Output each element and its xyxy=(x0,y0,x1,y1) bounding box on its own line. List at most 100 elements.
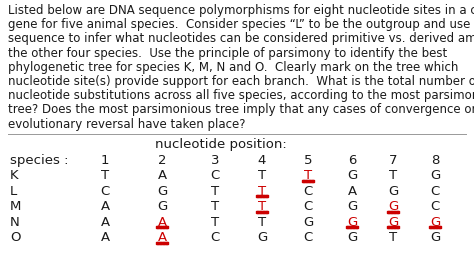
Text: sequence to infer what nucleotides can be considered primitive vs. derived among: sequence to infer what nucleotides can b… xyxy=(8,32,474,45)
Text: nucleotide substitutions across all five species, according to the most parsimon: nucleotide substitutions across all five… xyxy=(8,89,474,102)
Text: T: T xyxy=(258,169,266,182)
Text: C: C xyxy=(100,185,109,198)
Text: N: N xyxy=(10,216,20,229)
Text: C: C xyxy=(430,185,439,198)
Point xyxy=(253,194,261,199)
Text: G: G xyxy=(388,216,398,229)
Point xyxy=(350,225,358,230)
Point xyxy=(426,225,434,230)
Point xyxy=(263,194,271,199)
Point xyxy=(429,225,437,230)
Point xyxy=(308,179,315,183)
Point xyxy=(384,210,392,214)
Point xyxy=(157,241,165,245)
Point xyxy=(255,210,262,214)
Text: A: A xyxy=(347,185,356,198)
Text: G: G xyxy=(303,216,313,229)
Point xyxy=(257,210,265,214)
Point xyxy=(387,210,395,214)
Text: C: C xyxy=(210,169,219,182)
Point xyxy=(262,194,269,199)
Point xyxy=(160,225,168,230)
Text: 7: 7 xyxy=(389,154,397,167)
Text: T: T xyxy=(258,216,266,229)
Point xyxy=(389,210,396,214)
Text: T: T xyxy=(389,169,397,182)
Text: 6: 6 xyxy=(348,154,356,167)
Point xyxy=(302,179,310,183)
Point xyxy=(256,194,264,199)
Text: phylogenetic tree for species K, M, N and O.  Clearly mark on the tree which: phylogenetic tree for species K, M, N an… xyxy=(8,61,458,74)
Point xyxy=(305,179,312,183)
Point xyxy=(155,225,162,230)
Point xyxy=(256,210,264,214)
Text: 2: 2 xyxy=(158,154,166,167)
Text: G: G xyxy=(430,231,440,244)
Point xyxy=(303,179,311,183)
Point xyxy=(160,241,168,245)
Point xyxy=(384,225,392,230)
Point xyxy=(255,194,262,199)
Text: C: C xyxy=(303,185,313,198)
Text: C: C xyxy=(303,200,313,213)
Text: 3: 3 xyxy=(211,154,219,167)
Text: A: A xyxy=(157,231,166,244)
Point xyxy=(299,179,307,183)
Text: A: A xyxy=(100,200,109,213)
Point xyxy=(392,210,399,214)
Text: nucleotide site(s) provide support for each branch.  What is the total number of: nucleotide site(s) provide support for e… xyxy=(8,75,474,88)
Point xyxy=(349,225,356,230)
Text: 5: 5 xyxy=(304,154,312,167)
Text: T: T xyxy=(101,169,109,182)
Point xyxy=(393,225,401,230)
Point xyxy=(387,225,395,230)
Point xyxy=(159,241,166,245)
Point xyxy=(430,225,438,230)
Text: G: G xyxy=(347,216,357,229)
Point xyxy=(162,225,169,230)
Text: the other four species.  Use the principle of parsimony to identify the best: the other four species. Use the principl… xyxy=(8,47,447,60)
Point xyxy=(163,225,171,230)
Point xyxy=(262,210,269,214)
Point xyxy=(156,241,164,245)
Point xyxy=(343,225,351,230)
Text: G: G xyxy=(388,200,398,213)
Point xyxy=(386,210,393,214)
Text: L: L xyxy=(10,185,17,198)
Point xyxy=(257,194,265,199)
Text: M: M xyxy=(10,200,21,213)
Text: O: O xyxy=(10,231,20,244)
Point xyxy=(389,225,396,230)
Text: A: A xyxy=(100,216,109,229)
Text: evolutionary reversal have taken place?: evolutionary reversal have taken place? xyxy=(8,118,246,130)
Point xyxy=(386,225,393,230)
Text: T: T xyxy=(211,216,219,229)
Text: T: T xyxy=(211,200,219,213)
Text: T: T xyxy=(211,185,219,198)
Text: A: A xyxy=(100,231,109,244)
Point xyxy=(433,225,441,230)
Point xyxy=(157,225,165,230)
Text: G: G xyxy=(347,200,357,213)
Text: species :: species : xyxy=(10,154,69,167)
Text: T: T xyxy=(389,231,397,244)
Point xyxy=(260,194,268,199)
Text: C: C xyxy=(303,231,313,244)
Point xyxy=(153,241,161,245)
Point xyxy=(259,194,266,199)
Point xyxy=(159,225,166,230)
Point xyxy=(346,225,354,230)
Point xyxy=(263,210,271,214)
Point xyxy=(156,225,164,230)
Point xyxy=(260,210,268,214)
Point xyxy=(393,210,401,214)
Point xyxy=(390,225,398,230)
Text: T: T xyxy=(304,169,312,182)
Text: G: G xyxy=(157,185,167,198)
Text: T: T xyxy=(258,200,266,213)
Text: G: G xyxy=(347,231,357,244)
Text: nucleotide position:: nucleotide position: xyxy=(155,138,287,151)
Text: G: G xyxy=(430,216,440,229)
Point xyxy=(352,225,359,230)
Text: 1: 1 xyxy=(101,154,109,167)
